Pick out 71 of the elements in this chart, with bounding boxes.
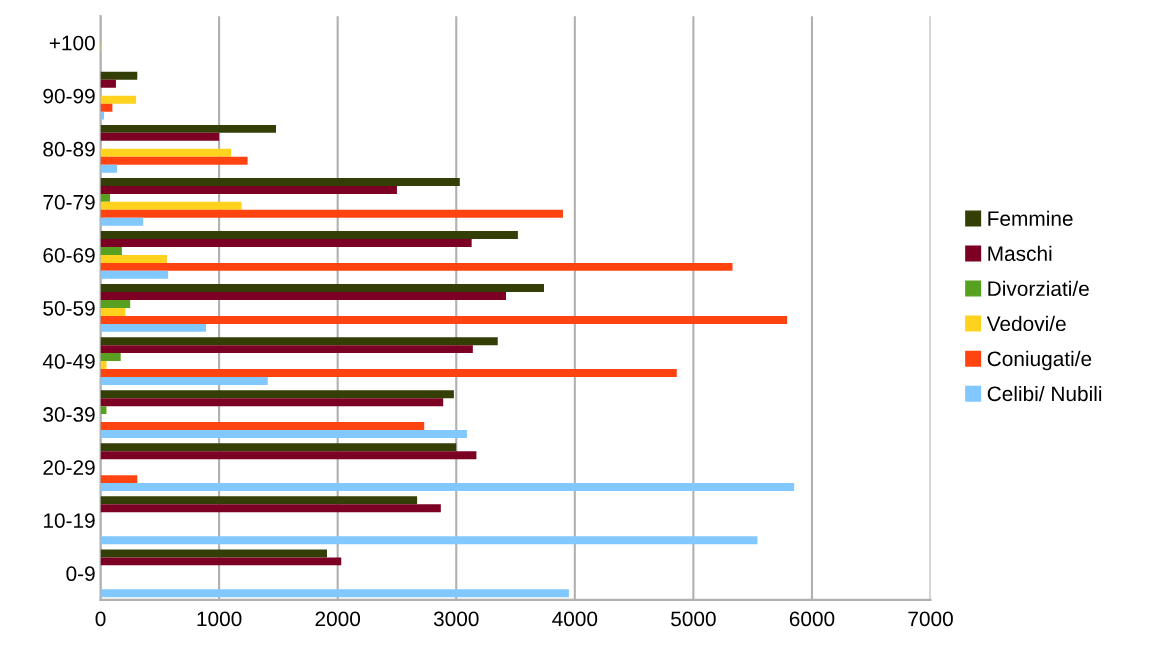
bar [100, 254, 167, 263]
bar [100, 132, 220, 141]
y-tick-label: 60-69 [43, 247, 95, 263]
bar [100, 79, 116, 88]
x-tick-label: 5000 [671, 611, 716, 627]
bar [100, 345, 473, 354]
y-tick-label: 70-79 [43, 194, 95, 210]
x-tick-label: 4000 [552, 611, 598, 627]
bar [100, 193, 111, 202]
legend-label: Celibi/ Nubili [987, 385, 1102, 402]
bar [100, 300, 131, 308]
y-tick-label: 40-49 [42, 354, 95, 369]
legend-label: Divorziati/e [988, 280, 1089, 297]
bar [100, 353, 121, 362]
bar [100, 148, 231, 157]
bar [100, 504, 441, 513]
legend-label: Femmine [988, 210, 1073, 226]
legend-label: Coniugati/e [987, 350, 1092, 371]
bar [100, 475, 138, 484]
bar [100, 239, 472, 247]
bar [100, 337, 498, 346]
bar [100, 557, 342, 566]
bar [100, 496, 418, 505]
bar [100, 369, 677, 377]
x-tick-label: 3000 [433, 611, 479, 627]
bar [100, 246, 122, 255]
bar [100, 217, 144, 226]
bar [100, 323, 207, 332]
y-tick-label: 10-19 [43, 513, 95, 529]
bar [100, 231, 518, 239]
bar [100, 209, 563, 218]
legend-label: Vedovi/e [986, 315, 1066, 332]
bar [100, 201, 242, 210]
bar [100, 422, 425, 431]
x-tick-label: 2000 [315, 611, 361, 627]
bar [100, 103, 113, 112]
bar [100, 443, 457, 452]
bar [100, 292, 507, 301]
bar [100, 390, 454, 399]
y-tick-label: +100 [49, 35, 95, 51]
y-tick-label: 30-39 [43, 407, 95, 422]
bar [100, 270, 169, 279]
legend-label: Maschi [988, 245, 1052, 262]
bar [100, 284, 544, 293]
bar [100, 262, 733, 271]
bar [100, 315, 788, 324]
y-tick-label: 20-29 [43, 460, 95, 475]
bar [100, 451, 477, 460]
bar [100, 376, 268, 385]
bar [100, 483, 795, 492]
x-tick-label: 7000 [908, 611, 953, 627]
bar [100, 156, 248, 165]
y-tick-label: 90-99 [43, 88, 95, 104]
bar [100, 430, 467, 438]
bar [100, 177, 460, 186]
bar [100, 71, 138, 80]
y-tick-label: 80-89 [43, 141, 95, 157]
bar [100, 536, 758, 545]
x-tick-label: 6000 [789, 611, 835, 627]
bar [100, 164, 118, 173]
bar [100, 549, 327, 558]
bar [100, 307, 126, 316]
y-tick-label: 0-9 [66, 566, 95, 582]
bar [100, 124, 277, 133]
bar [100, 589, 569, 598]
y-tick-label: 50-59 [43, 300, 95, 316]
x-tick-label: 1000 [197, 611, 242, 627]
x-tick-label: 0 [95, 611, 106, 627]
bar [100, 398, 444, 407]
bar [100, 95, 137, 104]
bar [100, 185, 397, 194]
